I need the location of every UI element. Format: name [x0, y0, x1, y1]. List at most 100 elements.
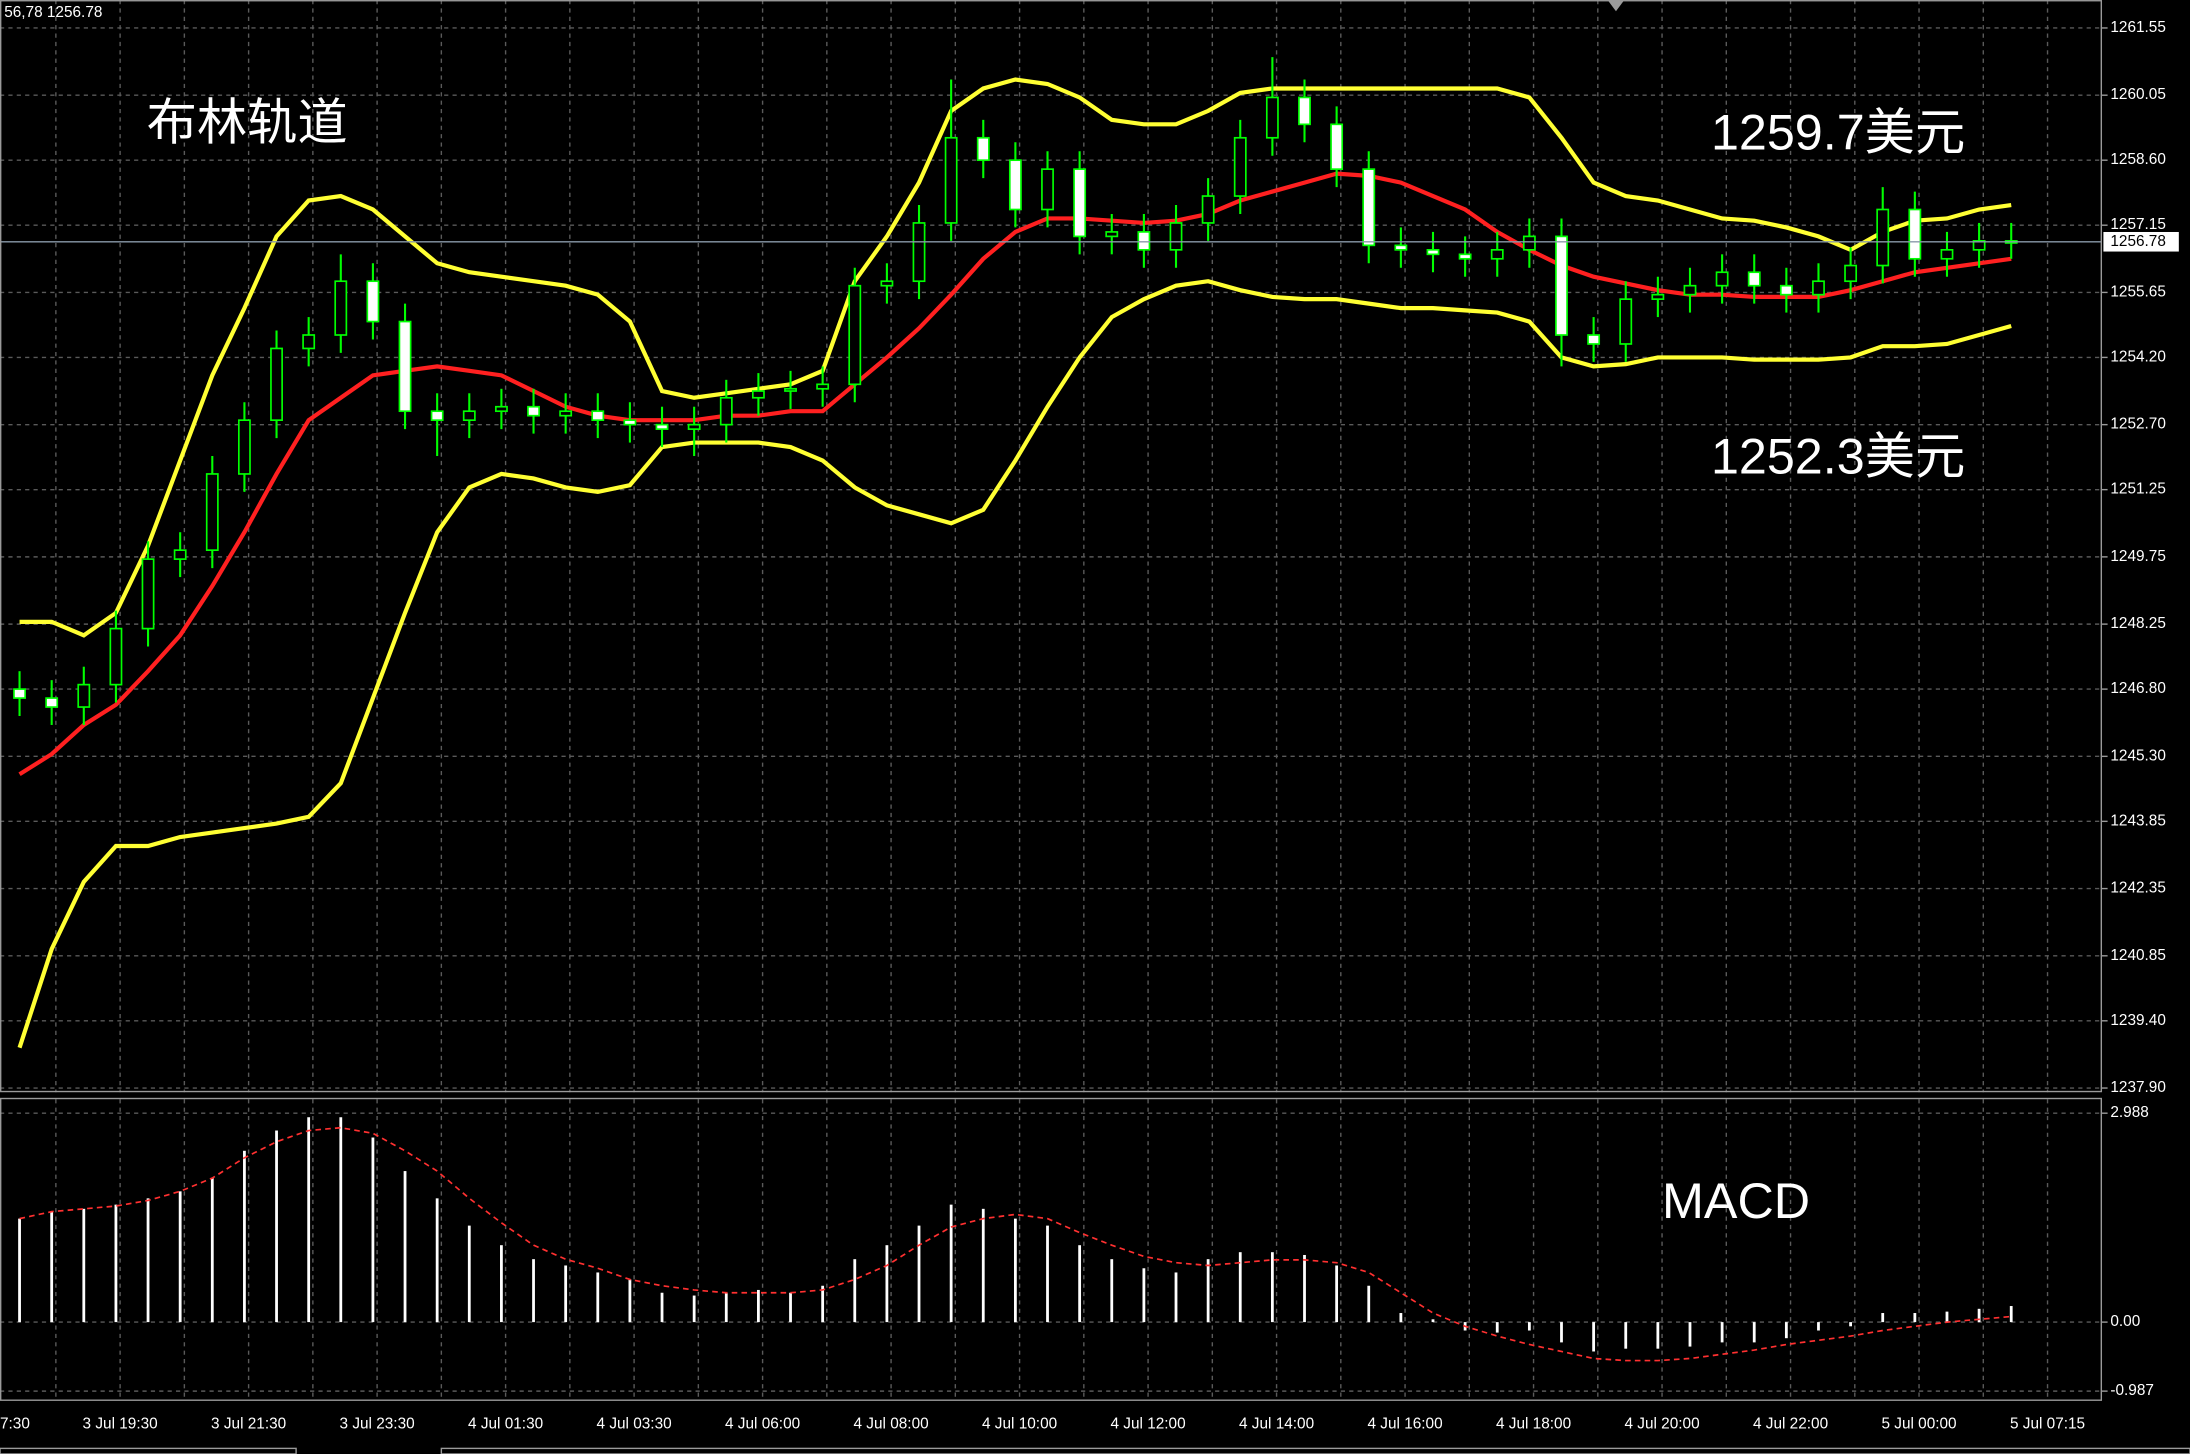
macd-bar: [1110, 1259, 1114, 1323]
candle-body: [270, 347, 283, 422]
candle-body: [302, 334, 316, 350]
y-tick-label: 1248.25: [2110, 615, 2166, 632]
grid: [0, 0, 2103, 1401]
x-tick-label: 4 Jul 16:00: [1367, 1416, 1442, 1433]
macd-bar: [981, 1208, 985, 1323]
macd-bar: [500, 1245, 503, 1323]
candle-body: [559, 410, 573, 417]
signal-line: [19, 1126, 2012, 1362]
macd-bar: [789, 1292, 792, 1323]
macd-bar: [1335, 1265, 1339, 1323]
macd-bar: [18, 1218, 21, 1323]
macd-bar: [1849, 1322, 1853, 1327]
macd-bar: [1238, 1252, 1242, 1323]
y-tick-label: 1260.05: [2110, 86, 2166, 103]
overlay-line: [17, 279, 2012, 1049]
macd-bar: [339, 1117, 343, 1323]
macd-bar: [1078, 1245, 1082, 1323]
candle-body: [1201, 195, 1215, 224]
candle-body: [1715, 271, 1729, 287]
header-text: 56,78 1256.78: [4, 4, 102, 21]
macd-bar: [1142, 1268, 1146, 1323]
candle-body: [719, 396, 733, 426]
macd-bar: [82, 1208, 86, 1323]
candle-body: [366, 280, 380, 323]
y-tick-label: 1237.90: [2110, 1079, 2166, 1096]
y-tick-label: 0.00: [2110, 1313, 2140, 1330]
macd-bar: [1817, 1322, 1820, 1331]
y-tick-label: 1239.40: [2110, 1012, 2166, 1029]
x-tick-label: 3 Jul 21:30: [211, 1416, 286, 1433]
y-tick-label: 1249.75: [2110, 548, 2166, 565]
macd-bar: [435, 1198, 439, 1323]
x-tick-label: 4 Jul 20:00: [1624, 1416, 1699, 1433]
candle-body: [430, 410, 444, 422]
candle-body: [1298, 96, 1311, 126]
candle-body: [1490, 248, 1504, 260]
macd-bar: [1688, 1322, 1692, 1347]
candle-body: [109, 627, 123, 686]
candle-body: [398, 320, 412, 413]
candle-body: [173, 549, 187, 560]
macd-bar: [1624, 1322, 1628, 1349]
x-tick-label: 3 Jul 19:30: [83, 1416, 158, 1433]
macd-bar: [1881, 1313, 1885, 1323]
overlay-line: [18, 171, 2012, 777]
candle-body: [1330, 123, 1344, 170]
candle-body: [1137, 231, 1151, 251]
candle-body: [1041, 168, 1054, 211]
macd-bar: [1270, 1252, 1274, 1323]
candle-body: [494, 405, 508, 413]
candle-body: [527, 405, 540, 417]
y-tick-label: 1257.15: [2110, 216, 2166, 233]
last-price-label: 1256.78: [2110, 233, 2166, 250]
candle-body: [1940, 248, 1954, 260]
x-tick-label: 4 Jul 18:00: [1496, 1416, 1571, 1433]
candle-body: [1008, 159, 1022, 211]
candle-body: [237, 419, 251, 475]
candle-body: [1651, 293, 1665, 300]
candle-body: [591, 410, 605, 422]
macd-bar: [210, 1178, 214, 1323]
candle-body: [1458, 253, 1472, 260]
macd-bar: [853, 1259, 857, 1323]
macd-bar: [1592, 1322, 1596, 1352]
x-tick-label: 4 Jul 08:00: [854, 1416, 929, 1433]
candle-body: [1394, 244, 1408, 251]
macd-bar: [50, 1211, 54, 1323]
candle-body: [45, 697, 59, 708]
candle-body: [1812, 280, 1825, 296]
candle-body: [655, 423, 669, 430]
candle-body: [1683, 284, 1697, 296]
macd-bar: [275, 1130, 278, 1323]
macd-bar: [146, 1198, 150, 1323]
y-tick-label: 1240.85: [2110, 947, 2166, 964]
candle-body: [1972, 240, 1986, 251]
macd-bar: [1527, 1322, 1531, 1331]
candle-body: [13, 688, 26, 699]
macd-bar: [403, 1171, 407, 1323]
candle-body: [141, 558, 155, 630]
macd-bar: [917, 1225, 921, 1323]
x-tick-label: 5 Jul 00:00: [1881, 1416, 1956, 1433]
macd-bar: [1913, 1313, 1917, 1323]
x-tick-label: 4 Jul 10:00: [982, 1416, 1057, 1433]
macd-bar: [1303, 1254, 1306, 1323]
x-tick-label: 3 Jul 23:30: [340, 1416, 415, 1433]
macd-bar: [1399, 1313, 1403, 1323]
candle-body: [462, 410, 476, 422]
annotation: 1259.7美元: [1711, 103, 1965, 160]
macd-bar: [1367, 1285, 1371, 1323]
price-panel-frame: [0, 0, 2103, 1093]
macd-bar: [114, 1204, 118, 1323]
macd-bar: [1046, 1225, 1049, 1323]
macd-bar: [1174, 1272, 1178, 1323]
marks: [0, 57, 2103, 1362]
candle-body: [816, 383, 830, 390]
macd-bar: [1784, 1322, 1788, 1339]
y-tick-label: 1245.30: [2110, 747, 2166, 764]
candle-body: [1587, 334, 1601, 345]
macd-bar: [178, 1191, 182, 1323]
